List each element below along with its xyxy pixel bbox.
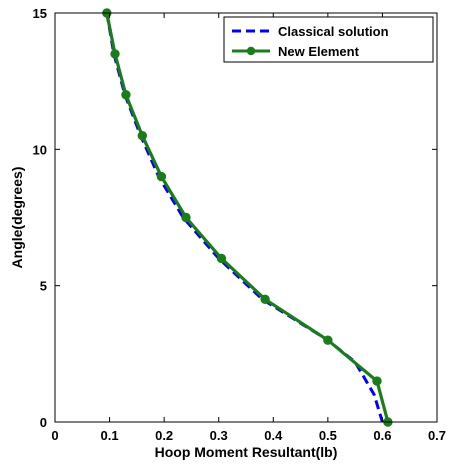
y-tick-label: 5 — [40, 279, 47, 294]
legend: Classical solution New Element — [223, 16, 434, 63]
x-tick-label: 0.4 — [264, 428, 283, 443]
axes-layer: 0 0.1 0.2 0.3 0.4 0.5 0.6 0.7 0 5 10 15 — [33, 6, 447, 443]
legend-label-0: Classical solution — [278, 24, 389, 39]
x-tick-label: 0.5 — [319, 428, 337, 443]
data-point — [260, 294, 270, 304]
y-tick-label: 0 — [40, 415, 47, 430]
series-layer — [102, 8, 393, 427]
x-tick-label: 0 — [51, 428, 58, 443]
x-tick-label: 0.7 — [428, 428, 446, 443]
plot-background — [55, 13, 437, 422]
data-point — [181, 212, 191, 223]
legend-marker — [246, 46, 256, 56]
data-point — [110, 49, 120, 59]
axes-frame — [54, 12, 438, 423]
legend-box — [223, 16, 434, 63]
y-tick-label: 15 — [33, 6, 47, 21]
x-tick-label: 0.1 — [101, 428, 119, 443]
x-tick-label: 0.6 — [373, 428, 391, 443]
data-point — [121, 90, 131, 100]
legend-label-1: New Element — [278, 44, 360, 59]
data-point — [137, 131, 148, 141]
y-axis-label: Angle(degrees) — [9, 167, 25, 269]
x-tick-label: 0.2 — [155, 428, 173, 443]
data-point — [323, 335, 333, 345]
y-tick-label: 10 — [33, 142, 47, 157]
x-tick-label: 0.3 — [210, 428, 228, 443]
plot-area — [55, 13, 437, 422]
data-point — [372, 376, 382, 386]
data-point — [156, 171, 167, 182]
x-axis-label: Hoop Moment Resultant(lb) — [155, 444, 338, 460]
data-point — [216, 253, 227, 264]
